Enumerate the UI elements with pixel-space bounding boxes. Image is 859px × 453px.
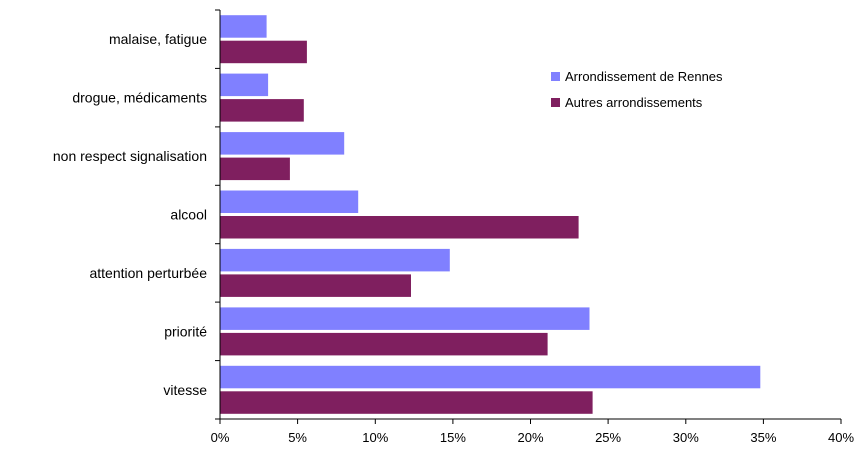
- bar-autres-3: [220, 216, 579, 239]
- category-label: priorité: [164, 323, 207, 339]
- x-tick-label: 15%: [440, 430, 466, 445]
- category-label: alcool: [170, 207, 207, 223]
- category-label: drogue, médicaments: [72, 90, 207, 106]
- legend-label-0: Arrondissement de Rennes: [565, 69, 723, 84]
- x-tick-label: 0%: [211, 430, 230, 445]
- category-label: vitesse: [163, 382, 207, 398]
- legend: Arrondissement de Rennes Autres arrondiss…: [551, 69, 723, 110]
- legend-label-1: Autres arrondissements: [565, 95, 703, 110]
- bar-autres-2: [220, 274, 411, 297]
- bar-rennes-4: [220, 132, 345, 155]
- legend-swatch-0: [551, 72, 560, 81]
- axes-group: vitesse priorité attention perturbée alcool…: [53, 9, 854, 445]
- bar-rennes-1: [220, 307, 590, 330]
- x-tick-label: 5%: [288, 430, 307, 445]
- bar-rennes-2: [220, 248, 450, 272]
- bar-autres-5: [220, 99, 304, 122]
- x-tick-label: 35%: [750, 430, 776, 445]
- legend-swatch-1: [551, 98, 560, 107]
- x-tick-label: 10%: [362, 430, 388, 445]
- x-tick-label: 20%: [517, 430, 543, 445]
- x-tick-label: 40%: [828, 430, 854, 445]
- x-tick-label: 30%: [673, 430, 699, 445]
- category-label: attention perturbée: [89, 265, 207, 281]
- bars-group: [220, 15, 761, 414]
- category-label: malaise, fatigue: [109, 31, 207, 47]
- bar-rennes-5: [220, 73, 269, 97]
- bar-autres-4: [220, 157, 290, 181]
- category-label: non respect signalisation: [53, 148, 207, 164]
- x-tick-label: 25%: [595, 430, 621, 445]
- bar-autres-6: [220, 40, 307, 64]
- bar-autres-0: [220, 391, 593, 414]
- bar-rennes-0: [220, 365, 761, 389]
- bar-rennes-6: [220, 15, 267, 38]
- bar-rennes-3: [220, 190, 359, 213]
- bar-autres-1: [220, 332, 548, 356]
